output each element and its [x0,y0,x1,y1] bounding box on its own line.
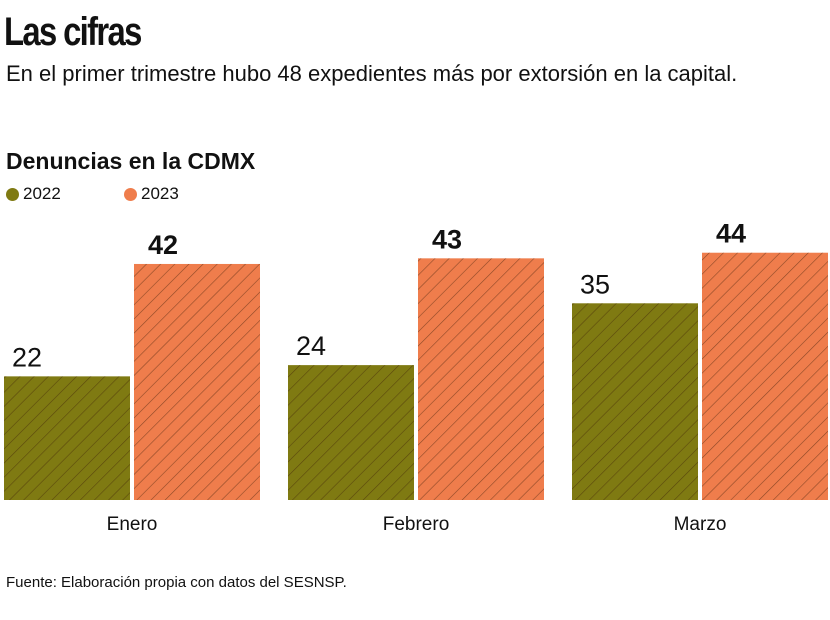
subtitle: En el primer trimestre hubo 48 expedient… [6,61,738,86]
legend-label: 2022 [23,184,61,203]
data-label: 44 [716,219,746,249]
data-label: 24 [296,331,326,361]
bar-hatch [702,252,828,500]
source-note: Fuente: Elaboración propia con datos del… [6,574,347,591]
category-label: Enero [107,514,158,535]
category-label: Marzo [674,514,727,535]
legend-swatch [124,187,137,201]
category-label: Febrero [383,514,450,535]
bar-hatch [288,365,414,500]
legend-item-2023: 2023 [124,184,179,204]
data-label: 22 [12,342,42,372]
data-label: 42 [148,230,178,260]
page-title: Las cifras [4,10,142,54]
chart-title: Denuncias en la CDMX [6,148,256,174]
legend-swatch [6,187,19,201]
bar-hatch [418,258,544,500]
bar-hatch [572,303,698,500]
data-label: 43 [432,224,462,254]
legend-label: 2023 [141,184,179,203]
data-label: 35 [580,269,610,299]
legend-item-2022: 2022 [6,184,61,204]
bar-hatch [4,376,130,500]
bar-hatch [134,263,260,500]
